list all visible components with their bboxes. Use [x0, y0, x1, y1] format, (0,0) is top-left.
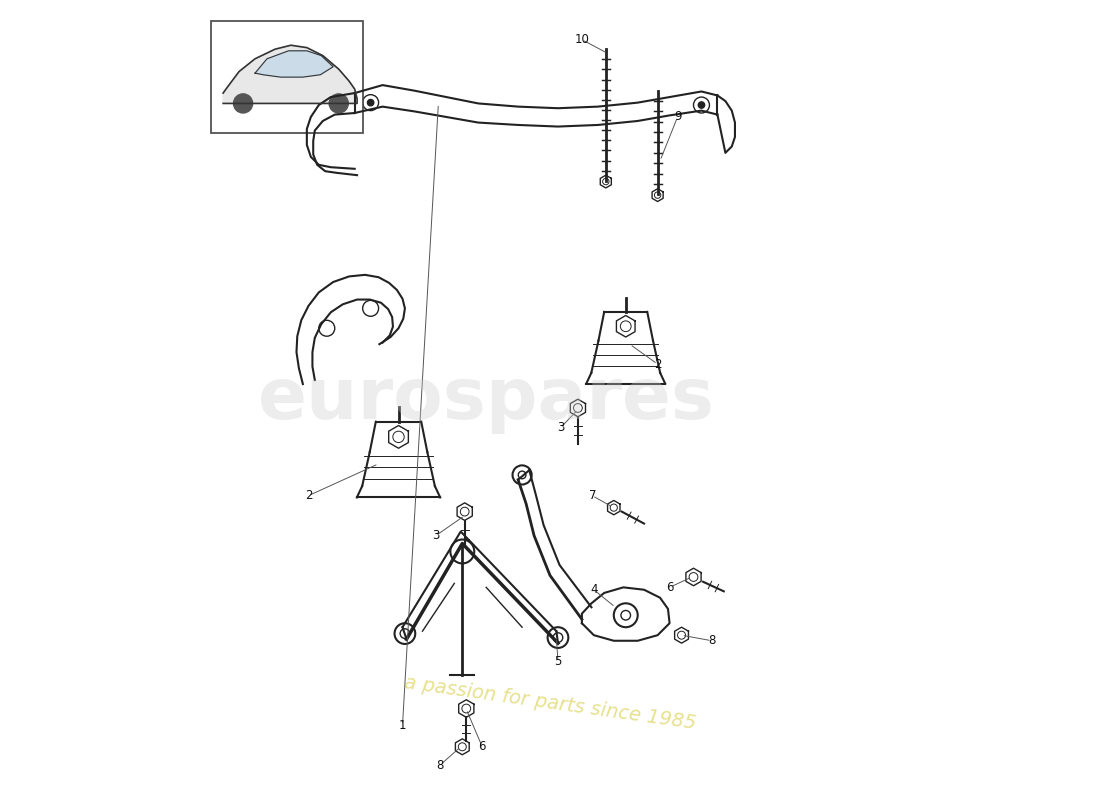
Text: 4: 4 — [590, 583, 597, 596]
Circle shape — [233, 94, 253, 113]
Circle shape — [329, 94, 349, 113]
Circle shape — [367, 99, 374, 106]
Text: a passion for parts since 1985: a passion for parts since 1985 — [403, 673, 697, 733]
Text: 3: 3 — [557, 422, 564, 434]
Text: 6: 6 — [666, 581, 673, 594]
Text: 8: 8 — [437, 758, 443, 772]
Text: 2: 2 — [305, 489, 312, 502]
Text: 5: 5 — [554, 655, 562, 668]
Text: 8: 8 — [708, 634, 715, 647]
Text: 6: 6 — [478, 740, 486, 754]
Text: 7: 7 — [588, 489, 596, 502]
Circle shape — [698, 102, 705, 108]
FancyBboxPatch shape — [211, 22, 363, 133]
Text: 2: 2 — [653, 358, 661, 370]
Polygon shape — [223, 46, 358, 103]
Text: 9: 9 — [674, 110, 681, 123]
Polygon shape — [255, 51, 333, 77]
Text: 10: 10 — [574, 33, 590, 46]
Text: 1: 1 — [399, 718, 406, 732]
Text: 3: 3 — [432, 529, 440, 542]
Text: eurospares: eurospares — [257, 366, 715, 434]
